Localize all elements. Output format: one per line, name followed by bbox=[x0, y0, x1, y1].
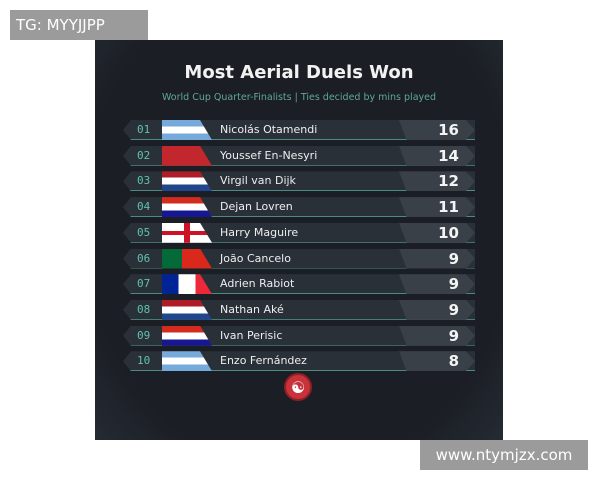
netherlands-flag-icon bbox=[162, 299, 212, 320]
subtitle: World Cup Quarter-Finalists | Ties decid… bbox=[161, 92, 437, 103]
rank: 02 bbox=[137, 148, 151, 162]
row-background bbox=[123, 222, 475, 243]
player-name: Nicolás Otamendi bbox=[220, 123, 318, 136]
duels-won-value: 9 bbox=[448, 326, 459, 345]
rank: 04 bbox=[137, 200, 151, 214]
value-box: 9 bbox=[399, 325, 475, 346]
row-background bbox=[123, 248, 475, 269]
morocco-flag-icon bbox=[162, 145, 212, 166]
row-background bbox=[123, 325, 475, 346]
player-name: Ivan Perisic bbox=[220, 328, 283, 342]
rank: 09 bbox=[137, 328, 151, 342]
value-box: 14 bbox=[399, 145, 475, 166]
value-box: 9 bbox=[399, 299, 475, 320]
croatia-flag-icon bbox=[162, 325, 212, 346]
portugal-flag-icon bbox=[162, 248, 212, 269]
player-name: Dejan Lovren bbox=[220, 200, 293, 214]
value-box: 10 bbox=[399, 222, 475, 243]
row-background bbox=[123, 145, 475, 166]
player-name: Adrien Rabiot bbox=[220, 277, 295, 291]
netherlands-flag-icon bbox=[162, 171, 212, 192]
table-row: 07 Adrien Rabiot 9 bbox=[123, 274, 475, 295]
duels-won-value: 10 bbox=[438, 223, 459, 242]
table-row: 03 Virgil van Dijk 12 bbox=[123, 171, 475, 192]
table-row: 02 Youssef En-Nesyri 14 bbox=[123, 145, 475, 166]
player-name: Virgil van Dijk bbox=[220, 174, 296, 188]
table-row: 06 João Cancelo 9 bbox=[123, 248, 475, 269]
argentina-flag-icon bbox=[162, 351, 212, 372]
table-row: 04 Dejan Lovren 11 bbox=[123, 197, 475, 218]
france-flag-icon bbox=[162, 274, 212, 295]
value-box: 9 bbox=[399, 274, 475, 295]
player-name: Enzo Fernández bbox=[220, 354, 307, 368]
value-box: 8 bbox=[399, 351, 475, 372]
row-background bbox=[123, 171, 475, 192]
duels-won-value: 12 bbox=[438, 172, 459, 191]
table-row: 10 Enzo Fernández 8 bbox=[123, 351, 475, 372]
table-row: 08 Nathan Aké 9 bbox=[123, 299, 475, 320]
watermark-top-left: TG: MYYJJPP bbox=[10, 10, 148, 40]
player-name: Harry Maguire bbox=[220, 225, 299, 239]
duels-won-value: 11 bbox=[438, 198, 459, 217]
table-row: 09 Ivan Perisic 9 bbox=[123, 325, 475, 346]
duels-won-value: 8 bbox=[448, 352, 459, 371]
page-title: Most Aerial Duels Won bbox=[184, 62, 414, 83]
table-row: 05 Harry Maguire 10 bbox=[123, 222, 475, 243]
row-background bbox=[123, 120, 475, 140]
player-name: João Cancelo bbox=[220, 251, 291, 265]
value-box: 16 bbox=[399, 120, 475, 140]
player-name: Nathan Aké bbox=[220, 302, 284, 316]
rank: 10 bbox=[137, 354, 151, 368]
watermark-bottom-right: www.ntymjzx.com bbox=[420, 440, 588, 470]
duels-won-value: 9 bbox=[448, 275, 459, 294]
rank: 06 bbox=[137, 251, 151, 265]
value-box: 9 bbox=[399, 248, 475, 269]
rank: 07 bbox=[137, 277, 151, 291]
duels-won-value: 16 bbox=[438, 121, 459, 139]
leaderboard-card: Most Aerial Duels Won World Cup Quarter-… bbox=[95, 40, 503, 440]
rank: 03 bbox=[137, 174, 151, 188]
row-background bbox=[123, 197, 475, 218]
duels-won-value: 9 bbox=[448, 249, 459, 268]
brand-logo-icon: ☯ bbox=[284, 373, 312, 401]
croatia-flag-icon bbox=[162, 197, 212, 218]
rank: 01 bbox=[137, 123, 151, 136]
argentina-flag-icon bbox=[162, 120, 212, 140]
duels-won-value: 9 bbox=[448, 300, 459, 319]
rank: 08 bbox=[137, 302, 151, 316]
table-row: 01 Nicolás Otamendi 16 bbox=[123, 120, 475, 140]
duels-won-value: 14 bbox=[438, 146, 459, 165]
value-box: 11 bbox=[399, 197, 475, 218]
row-background bbox=[123, 299, 475, 320]
row-background bbox=[123, 274, 475, 295]
player-name: Youssef En-Nesyri bbox=[220, 148, 318, 162]
england-flag-icon bbox=[162, 222, 212, 243]
row-background bbox=[123, 351, 475, 372]
value-box: 12 bbox=[399, 171, 475, 192]
rank: 05 bbox=[137, 225, 151, 239]
